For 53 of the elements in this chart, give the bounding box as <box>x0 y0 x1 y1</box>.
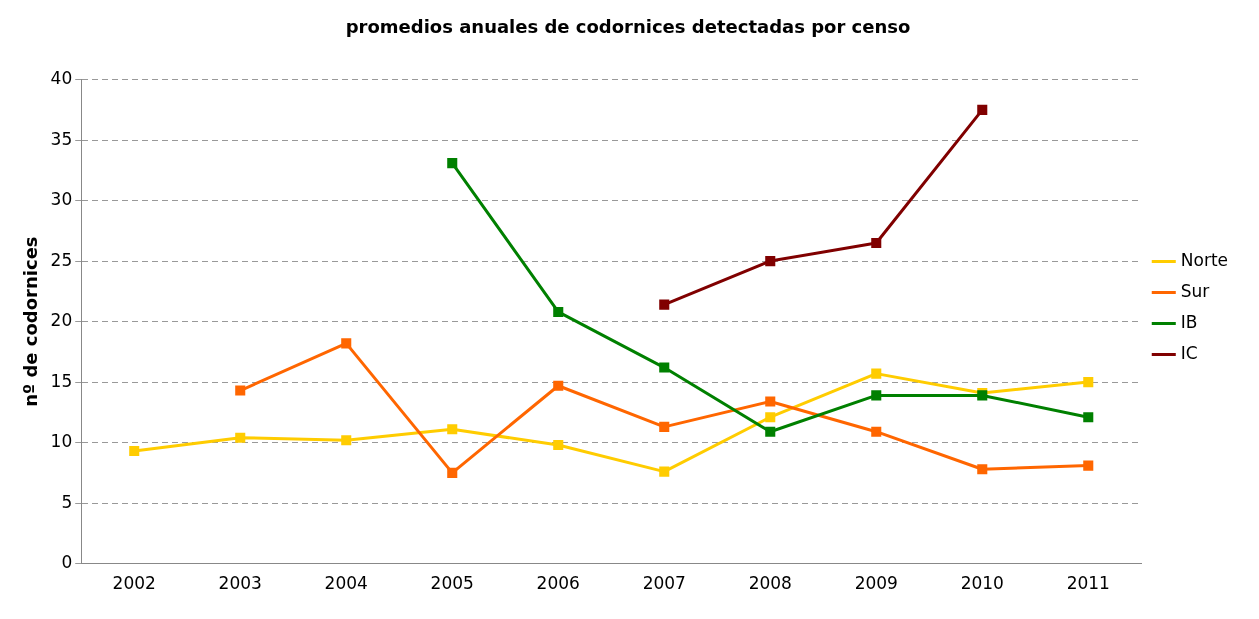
y-tick-label: 35 <box>50 128 73 149</box>
point <box>553 439 564 451</box>
point <box>553 306 564 317</box>
point <box>659 299 670 310</box>
point <box>447 467 458 478</box>
legend-label: IC <box>1180 342 1198 363</box>
x-tick-label: 2009 <box>854 573 898 594</box>
point <box>659 421 670 432</box>
point <box>871 426 882 437</box>
point <box>977 104 988 115</box>
point <box>977 464 988 475</box>
x-tick-label: 2008 <box>748 573 792 594</box>
legend-label: Sur <box>1180 280 1210 301</box>
x-tick-label: 2011 <box>1066 573 1110 594</box>
point <box>871 368 882 379</box>
y-tick-label: 0 <box>61 552 73 573</box>
point <box>659 362 670 373</box>
x-tick-label: 2006 <box>536 573 580 594</box>
point <box>765 412 776 423</box>
point <box>765 426 776 437</box>
point <box>235 432 246 443</box>
point <box>765 396 776 407</box>
y-tick-label: 15 <box>50 370 73 391</box>
point <box>341 338 352 349</box>
point <box>871 390 882 401</box>
point <box>447 158 458 169</box>
x-tick-label: 2003 <box>218 573 262 594</box>
y-tick-label: 20 <box>50 310 73 331</box>
point <box>341 435 352 446</box>
y-tick-label: 5 <box>61 491 73 512</box>
point <box>1083 412 1094 423</box>
y-tick-label: 40 <box>50 68 73 89</box>
y-tick-label: 10 <box>50 431 73 452</box>
y-tick-label: 25 <box>50 249 73 270</box>
legend-label: Norte <box>1180 249 1228 270</box>
point <box>1083 377 1094 388</box>
point <box>129 446 140 457</box>
x-tick-label: 2005 <box>430 573 474 594</box>
point <box>1083 460 1094 471</box>
x-tick-label: 2002 <box>112 573 156 594</box>
point <box>235 385 246 396</box>
x-tick-label: 2004 <box>324 573 368 594</box>
point <box>871 237 882 248</box>
point <box>765 256 776 267</box>
chart-title: promedios anuales de codornices detectadas por censo <box>345 16 911 38</box>
x-tick-label: 2010 <box>960 573 1004 594</box>
legend-label: IB <box>1180 311 1198 332</box>
point <box>447 424 458 435</box>
point <box>659 466 670 477</box>
x-tick-label: 2007 <box>642 573 686 594</box>
point <box>553 380 564 391</box>
y-axis-title: nº de codornices <box>20 236 42 407</box>
y-tick-label: 30 <box>50 189 73 210</box>
